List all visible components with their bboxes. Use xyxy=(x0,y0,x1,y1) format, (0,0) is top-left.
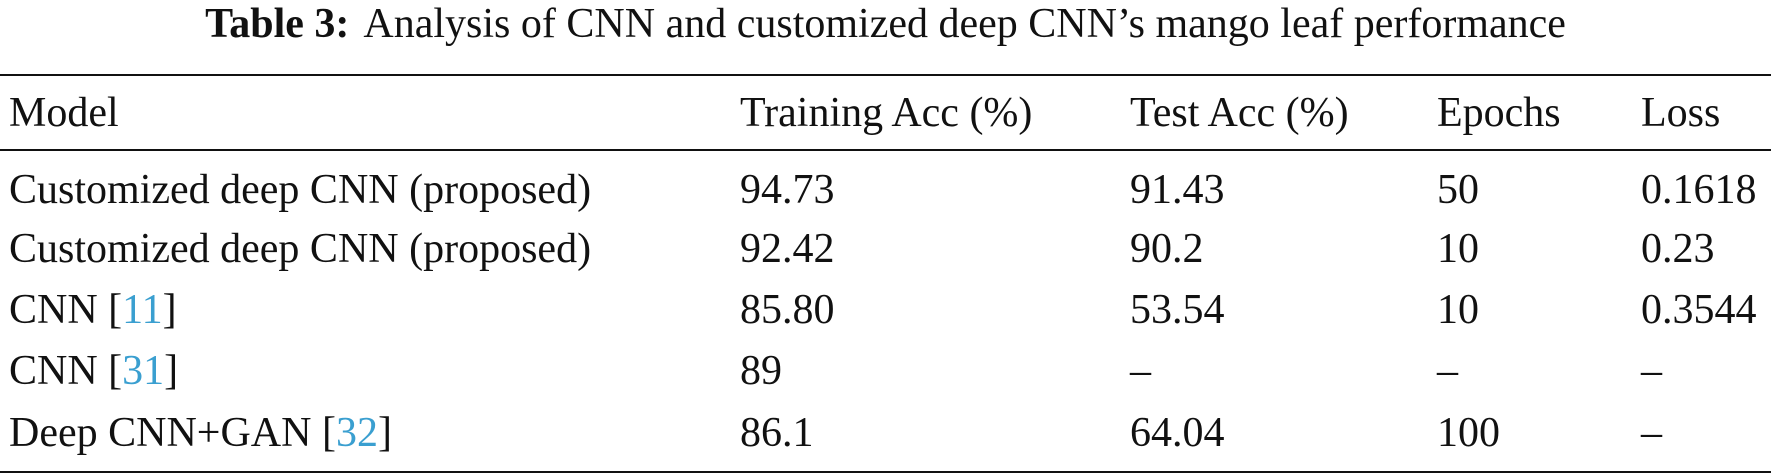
model-cell: CNN [11] xyxy=(9,286,177,334)
citation: 11 xyxy=(122,287,163,333)
value-cell: – xyxy=(1641,348,1662,394)
model-cell: Customized deep CNN (proposed) xyxy=(9,225,591,273)
header-cell: Training Acc (%) xyxy=(740,90,1033,136)
value-cell: 64.04 xyxy=(1130,410,1225,456)
citation: 31 xyxy=(122,348,165,394)
caption: Table 3: Analysis of CNN and customized d… xyxy=(0,0,1771,48)
caption-text: Analysis of CNN and customized deep CNN’… xyxy=(363,1,1566,47)
bracket: ] xyxy=(377,410,392,456)
value-cell: 10 xyxy=(1437,287,1479,333)
value-cell: – xyxy=(1130,348,1151,394)
caption-label: Table 3: xyxy=(205,1,350,47)
value-cell: 94.73 xyxy=(740,167,835,213)
value-cell: 90.2 xyxy=(1130,226,1204,272)
bracket: ] xyxy=(164,348,179,394)
value-cell: 100 xyxy=(1437,410,1500,456)
bracket: ] xyxy=(162,287,177,333)
header-cell: Epochs xyxy=(1437,90,1561,136)
model-cell: Customized deep CNN (proposed) xyxy=(9,166,591,214)
value-cell: 10 xyxy=(1437,226,1479,272)
mid-rule xyxy=(0,149,1771,151)
model-name: Customized deep CNN (proposed) xyxy=(9,167,592,213)
model-name: Customized deep CNN (proposed) xyxy=(9,226,592,272)
header-cell: Test Acc (%) xyxy=(1130,90,1349,136)
value-cell: 91.43 xyxy=(1130,167,1225,213)
value-cell: 0.23 xyxy=(1641,226,1715,272)
value-cell: 85.80 xyxy=(740,287,835,333)
header-cell: Loss xyxy=(1641,90,1721,136)
value-cell: 0.3544 xyxy=(1641,287,1757,333)
value-cell: 50 xyxy=(1437,167,1479,213)
model-name: Deep CNN+GAN [ xyxy=(9,410,336,456)
header-cell: Model xyxy=(9,90,119,136)
top-rule xyxy=(0,74,1771,76)
value-cell: 0.1618 xyxy=(1641,167,1757,213)
value-cell: – xyxy=(1641,410,1662,456)
bottom-rule xyxy=(0,471,1771,473)
model-name: CNN [ xyxy=(9,287,123,333)
value-cell: 86.1 xyxy=(740,410,814,456)
model-cell: Deep CNN+GAN [32] xyxy=(9,409,392,457)
model-name: CNN [ xyxy=(9,348,123,394)
value-cell: 92.42 xyxy=(740,226,835,272)
model-cell: CNN [31] xyxy=(9,347,178,395)
citation: 32 xyxy=(335,410,378,456)
value-cell: 53.54 xyxy=(1130,287,1225,333)
value-cell: – xyxy=(1437,348,1458,394)
value-cell: 89 xyxy=(740,348,782,394)
